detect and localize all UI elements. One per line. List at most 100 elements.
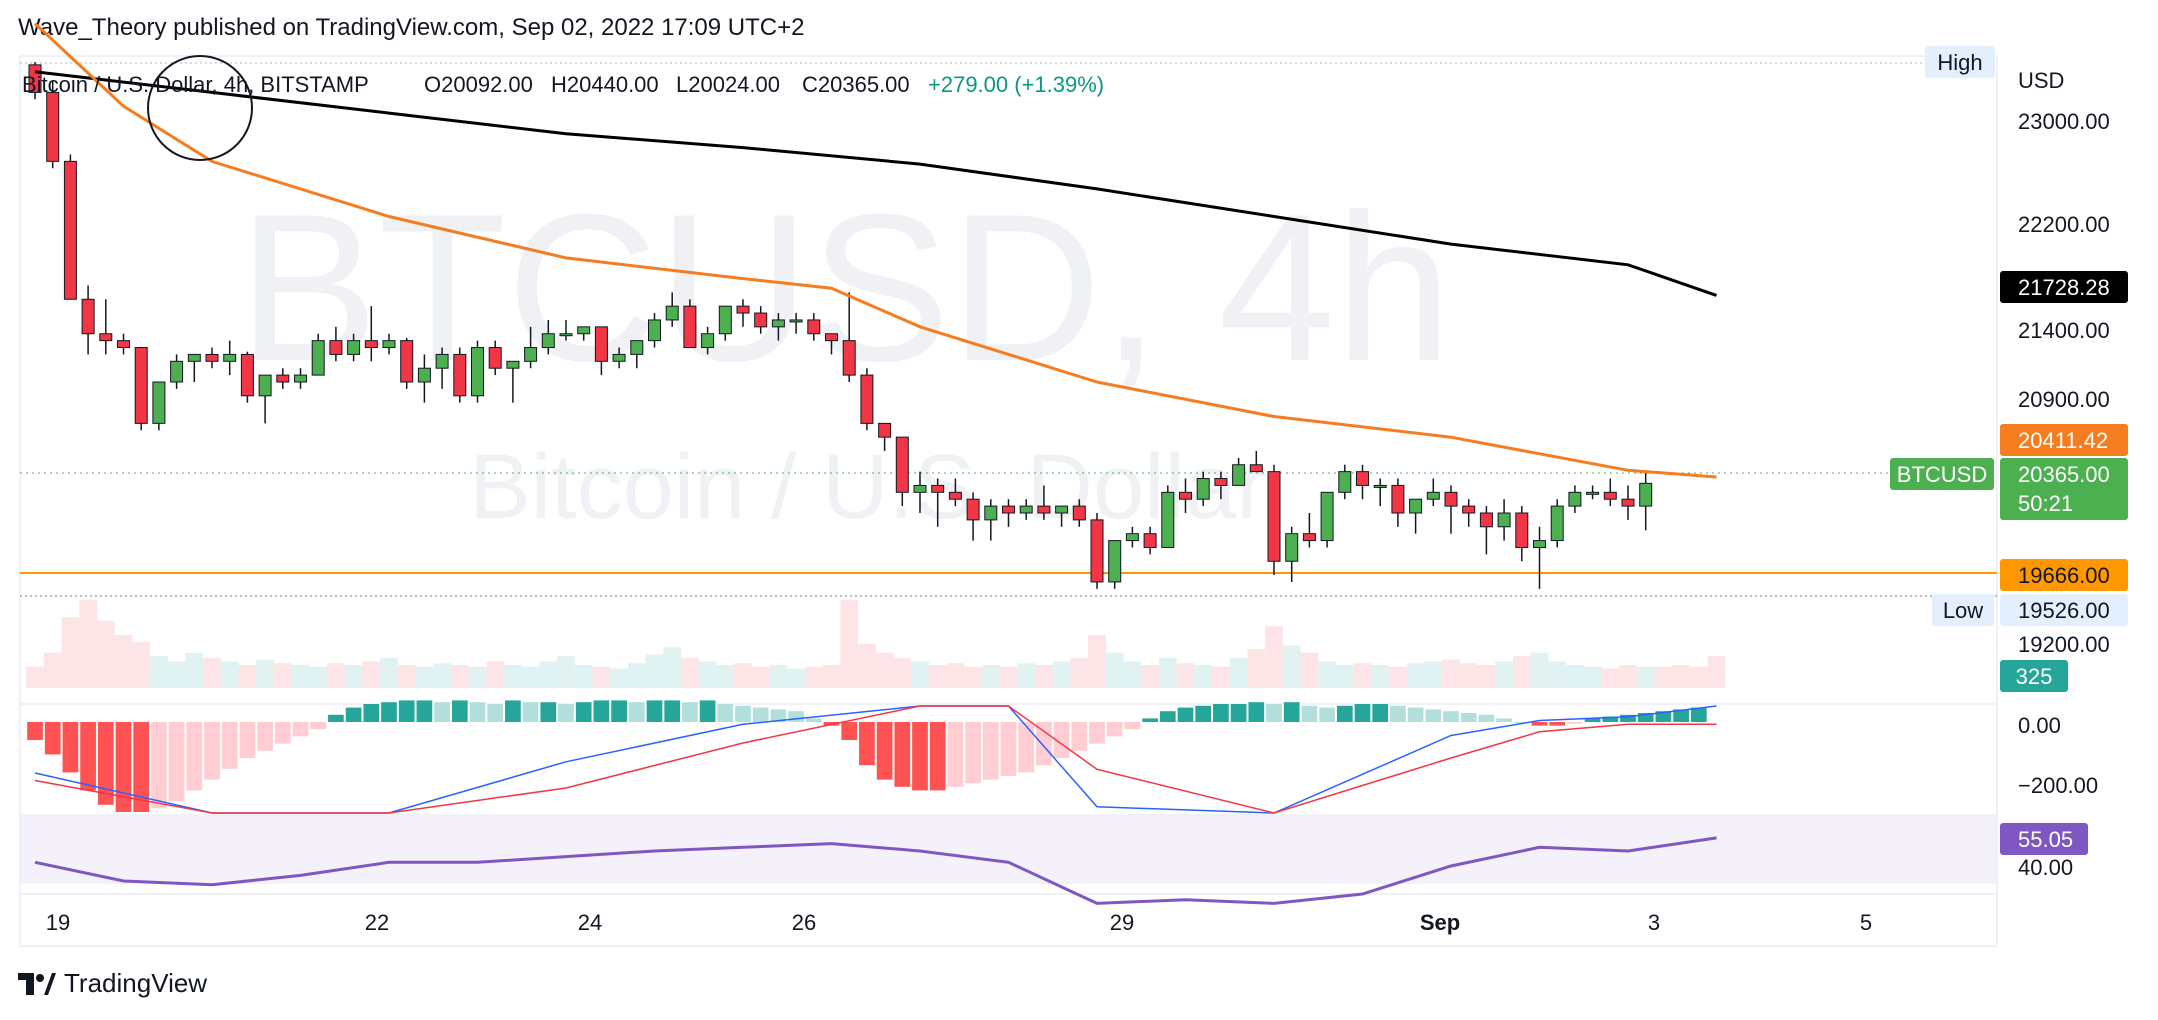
- ma50-value: 20411.42: [2018, 428, 2108, 453]
- macd-hist-bar: [1142, 718, 1158, 722]
- candle-body: [382, 340, 396, 349]
- macd-hist-bar: [682, 702, 698, 722]
- candle-body: [612, 353, 626, 362]
- volume-bar: [1229, 657, 1248, 688]
- candle-body: [1019, 505, 1033, 514]
- time-tick: Sep: [1420, 910, 1460, 935]
- macd-hist-bar: [540, 702, 557, 722]
- volume-bar: [716, 665, 735, 688]
- candle-body: [771, 319, 785, 328]
- volume-bar: [150, 656, 168, 688]
- tradingview-logo-icon: [18, 972, 56, 995]
- candle-body: [223, 353, 237, 362]
- macd-hist-bar: [151, 722, 167, 809]
- macd-hist-bar: [1620, 714, 1636, 722]
- macd-hist-bar: [381, 702, 397, 722]
- tradingview-brand: TradingView: [64, 968, 208, 998]
- candle-body: [966, 498, 980, 521]
- macd-hist-bar: [1690, 707, 1707, 722]
- price-tick: 20900.00: [2018, 387, 2110, 412]
- volume-bar: [327, 663, 345, 688]
- volume-bar: [1477, 665, 1496, 688]
- volume-bar: [1371, 665, 1390, 688]
- legend-open: O20092.00: [424, 72, 533, 97]
- rsi-tick: 40.00: [2018, 855, 2073, 880]
- macd-hist-bar: [1301, 705, 1318, 722]
- candle-body: [541, 333, 555, 349]
- macd-hist-bar: [1195, 705, 1212, 722]
- candle-body: [453, 353, 467, 397]
- volume-bar: [946, 663, 965, 688]
- candle-body: [170, 360, 184, 383]
- volume-bar: [1070, 657, 1089, 688]
- candle-body: [205, 353, 219, 362]
- candle-body: [1072, 505, 1086, 521]
- tradingview-logo[interactable]: TradingView: [18, 968, 207, 999]
- macd-hist-bar: [1159, 711, 1176, 722]
- candle-body: [1444, 491, 1458, 507]
- candle-body: [258, 374, 272, 397]
- volume-bar: [804, 666, 823, 688]
- macd-hist-bar: [593, 700, 610, 722]
- volume-layer: [26, 599, 1726, 688]
- candle-body: [1568, 491, 1582, 507]
- volume-bar: [1530, 652, 1549, 688]
- candle-body: [471, 347, 484, 397]
- time-tick: 5: [1860, 910, 1872, 935]
- volume-bar: [840, 599, 859, 688]
- volume-bar: [61, 617, 80, 688]
- candle-body: [1037, 505, 1051, 514]
- macd-hist-bar: [965, 722, 981, 784]
- macd-hist-bar: [1549, 722, 1566, 726]
- candle-body: [807, 319, 821, 335]
- candle-body: [1409, 498, 1423, 514]
- volume-bar: [1052, 661, 1071, 688]
- candle-body: [1108, 540, 1122, 583]
- macd-hist-bar: [929, 722, 946, 791]
- macd-hist-bar: [1354, 704, 1371, 722]
- candle-body: [913, 484, 927, 493]
- circle-annotation[interactable]: [147, 55, 253, 161]
- macd-hist-bar: [664, 700, 681, 722]
- candle-body: [46, 91, 60, 162]
- volume-bar: [1017, 663, 1036, 688]
- candle-body: [577, 326, 591, 335]
- publisher-header: Wave_Theory published on TradingView.com…: [18, 14, 805, 41]
- macd-hist-bar: [1567, 722, 1583, 724]
- macd-hist-bar: [1390, 705, 1406, 722]
- volume-bar: [468, 666, 487, 688]
- volume-bar: [698, 661, 717, 688]
- macd-hist-bar: [80, 722, 96, 791]
- low-tag-label: Low: [1943, 598, 1983, 623]
- legend-low: L20024.00: [676, 72, 780, 97]
- macd-hist-bar: [44, 722, 61, 755]
- volume-bar: [521, 666, 540, 688]
- candle-body: [1090, 519, 1104, 583]
- volume-bar: [309, 666, 328, 688]
- macd-hist-bar: [257, 722, 273, 751]
- volume-bar: [415, 666, 434, 688]
- macd-tick: −200.00: [2018, 773, 2098, 798]
- ma200-line: [34, 70, 1717, 297]
- legend-close: C20365.00: [802, 72, 910, 97]
- candle-body: [81, 298, 95, 335]
- macd-hist-bar: [1531, 722, 1548, 726]
- volume-bar: [1654, 666, 1673, 688]
- ma50-value-tag: [2000, 424, 2128, 456]
- macd-hist-bar: [1460, 713, 1477, 722]
- candle-body: [736, 305, 750, 314]
- legend: Bitcoin / U.S. Dollar, 4h, BITSTAMP O200…: [22, 72, 1104, 97]
- low-tag: [1932, 594, 1994, 626]
- macd-hist-bar: [558, 704, 574, 722]
- macd-hist-bar: [310, 722, 327, 730]
- time-tick: 29: [1110, 910, 1134, 935]
- volume-bar: [999, 666, 1018, 688]
- candle-body: [1285, 533, 1299, 562]
- candle-body: [665, 305, 679, 321]
- candle-body: [347, 340, 361, 355]
- candle-body: [506, 360, 520, 369]
- candle-body: [240, 353, 254, 397]
- volume-bar: [291, 665, 310, 688]
- volume-bar: [1158, 657, 1177, 688]
